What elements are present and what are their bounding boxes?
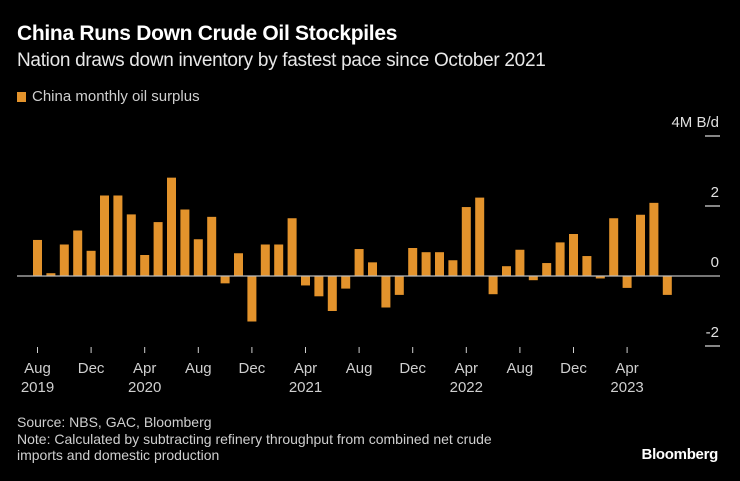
x-tick-label: Aug: [346, 360, 373, 377]
bar-2022-01: [421, 252, 431, 276]
x-tick-label: Dec: [78, 360, 105, 377]
bar-2022-08: [515, 249, 525, 276]
bar-2020-05: [153, 222, 163, 276]
y-tick-label: 4M B/d: [671, 114, 719, 131]
x-tick-year-label: 2020: [128, 379, 161, 396]
x-tick-year-label: 2021: [289, 379, 322, 396]
bar-2019-11: [73, 230, 83, 276]
bar-2023-05: [636, 214, 645, 276]
note-text-line2: imports and domestic production: [17, 447, 220, 463]
bar-2020-09: [207, 216, 217, 276]
bloomberg-logo: Bloomberg: [641, 446, 719, 463]
bar-2021-05: [314, 276, 324, 297]
bar-2023-06: [649, 202, 659, 276]
x-tick-year-label: 2019: [21, 379, 54, 396]
x-tick-label: Apr: [455, 360, 478, 377]
x-tick-label: Dec: [239, 360, 266, 377]
bar-2019-10: [59, 244, 69, 276]
bar-2019-08: [33, 239, 42, 276]
legend-swatch: [17, 91, 26, 102]
bars-group: [33, 177, 672, 322]
bar-2021-03: [287, 218, 297, 276]
bar-2021-07: [341, 276, 351, 289]
x-tick-label: Dec: [399, 360, 426, 377]
bar-2020-01: [100, 195, 109, 276]
footer: Source: NBS, GAC, Bloomberg Note: Calcul…: [17, 414, 492, 464]
bar-2023-01: [582, 256, 592, 276]
bar-2020-10: [220, 276, 230, 284]
bar-2019-12: [86, 250, 96, 276]
x-tick-label: Dec: [560, 360, 587, 377]
bar-2022-12: [569, 234, 578, 276]
bar-2022-11: [555, 242, 565, 276]
bar-2021-08: [354, 249, 364, 276]
bar-2021-01: [260, 244, 270, 276]
bar-2021-02: [274, 244, 284, 276]
bar-2021-11: [394, 276, 404, 295]
y-tick-label: 2: [711, 184, 719, 201]
x-tick-label: Apr: [133, 360, 156, 377]
bar-2022-10: [542, 263, 552, 276]
bar-2020-02: [113, 195, 123, 276]
bar-2020-11: [234, 253, 243, 276]
chart-subtitle: Nation draws down inventory by fastest p…: [17, 50, 546, 71]
x-tick-label: Apr: [294, 360, 317, 377]
x-tick-label: Aug: [185, 360, 212, 377]
x-tick-label: Aug: [507, 360, 534, 377]
bar-2021-06: [327, 276, 337, 311]
bar-2020-12: [247, 276, 257, 322]
y-tick-label: 0: [711, 254, 719, 271]
x-axis: Aug 2019 Dec Apr 2020 Aug Dec Apr 2021 Aug Dec Apr 2…: [21, 347, 644, 396]
bar-2023-02: [595, 276, 605, 279]
bar-2020-08: [193, 239, 203, 276]
bar-2023-04: [622, 276, 632, 288]
x-tick-label: Aug: [24, 360, 51, 377]
bar-2022-05: [475, 197, 485, 276]
legend-label: China monthly oil surplus: [32, 88, 200, 105]
x-tick-year-label: 2023: [610, 379, 643, 396]
bar-2022-07: [502, 266, 511, 276]
bar-2019-09: [46, 273, 56, 276]
note-text-line1: Note: Calculated by subtracting refinery…: [17, 430, 492, 447]
bar-2021-12: [408, 248, 418, 276]
source-text: Source: NBS, GAC, Bloomberg: [17, 414, 212, 430]
bar-2020-06: [167, 177, 176, 276]
y-tick-label: -2: [706, 324, 719, 341]
bar-2023-07: [662, 276, 672, 295]
bar-2020-03: [126, 214, 136, 276]
bar-2020-07: [180, 209, 190, 276]
chart-title: China Runs Down Crude Oil Stockpiles: [17, 22, 398, 45]
y-axis: 4M B/d 2 0 -2: [671, 114, 720, 347]
bar-2022-09: [528, 276, 538, 281]
bar-2021-10: [381, 276, 391, 308]
bar-2022-04: [461, 207, 471, 276]
bar-2021-09: [368, 262, 377, 276]
bar-2020-04: [140, 255, 150, 276]
bar-2022-03: [448, 260, 458, 276]
bar-2021-04: [301, 276, 310, 286]
bar-2022-02: [435, 252, 444, 276]
x-tick-label: Apr: [615, 360, 638, 377]
legend: China monthly oil surplus: [17, 88, 200, 105]
bar-2023-03: [609, 218, 619, 276]
x-tick-year-label: 2022: [450, 379, 483, 396]
bar-2022-06: [488, 276, 498, 295]
